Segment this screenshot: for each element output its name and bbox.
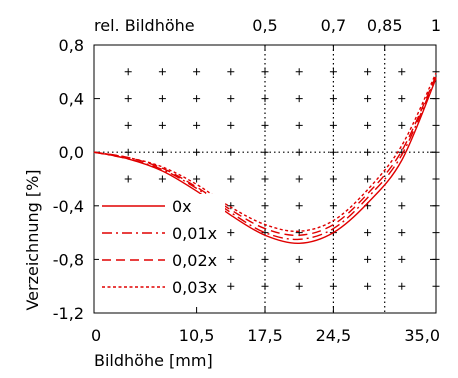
grid-plus-marker [193, 121, 201, 129]
series-line [93, 78, 437, 245]
x-axis-title: Bildhöhe [mm] [94, 351, 213, 370]
grid-plus-marker [329, 68, 337, 76]
grid-plus-marker [158, 68, 166, 76]
series-line [93, 72, 437, 233]
grid-plus-marker [158, 95, 166, 103]
grid-plus-marker [398, 175, 406, 183]
top-tick-label: 0,7 [321, 16, 346, 35]
grid-plus-marker [158, 121, 166, 129]
grid-plus-marker [295, 282, 303, 290]
grid-plus-marker [227, 121, 235, 129]
grid-plus-marker [329, 121, 337, 129]
grid-plus-marker [193, 68, 201, 76]
x-tick-label: 24,5 [316, 326, 352, 345]
grid-plus-marker [227, 68, 235, 76]
y-tick-label: -0,8 [53, 250, 84, 269]
legend: 0x 0,01x 0,02x 0,03x [99, 194, 225, 297]
grid-plus-marker [261, 68, 269, 76]
grid-plus-marker [398, 202, 406, 210]
top-tick-label: 0,5 [252, 16, 277, 35]
grid-plus-marker [295, 175, 303, 183]
legend-label: 0,03x [172, 278, 217, 297]
grid-plus-marker [329, 95, 337, 103]
legend-entry-background [99, 221, 225, 243]
grid-plus-marker [295, 68, 303, 76]
y-tick-label: 0,4 [59, 90, 84, 109]
grid-plus-marker [261, 121, 269, 129]
legend-label: 0,02x [172, 251, 217, 270]
grid-plus-marker [295, 255, 303, 263]
grid-plus-marker [364, 121, 372, 129]
x-tick-label: 17,5 [247, 326, 283, 345]
grid-plus-marker [364, 229, 372, 237]
reference-lines [94, 45, 436, 313]
grid-plus-marker [227, 148, 235, 156]
grid-plus-marker [227, 202, 235, 210]
grid-plus-marker [295, 95, 303, 103]
grid-plus-marker [227, 95, 235, 103]
grid-plus-marker [364, 282, 372, 290]
legend-entry-background [99, 194, 225, 216]
legend-label: 0x [172, 197, 192, 216]
series-line [93, 76, 437, 241]
grid-plus-marker [227, 175, 235, 183]
grid-plus-marker [398, 229, 406, 237]
grid-plus-marker [227, 282, 235, 290]
grid-plus-marker [398, 282, 406, 290]
y-tick-label: 0,0 [59, 143, 84, 162]
grid-plus-marker [398, 68, 406, 76]
grid-plus-marker [124, 68, 132, 76]
legend-entry-background [99, 248, 225, 270]
grid-plus-marker [364, 175, 372, 183]
grid-plus-marker [398, 95, 406, 103]
grid-plus-marker [193, 175, 201, 183]
grid-plus-marker [364, 68, 372, 76]
grid-plus-marker [193, 95, 201, 103]
grid-plus-marker [124, 121, 132, 129]
legend-entry-background [99, 275, 225, 297]
grid-plus-marker [295, 202, 303, 210]
series-lines [93, 72, 437, 245]
grid-plus-marker [295, 121, 303, 129]
y-tick-label: 0,8 [59, 36, 84, 55]
y-tick-label: -1,2 [53, 304, 84, 323]
x-tick-label: 35,0 [404, 326, 440, 345]
tick-labels: 0,80,40,0-0,4-0,8-1,20 10,5 17,5 24,5 35,00,… [53, 16, 441, 345]
legend-label: 0,01x [172, 224, 217, 243]
top-axis-title: rel. Bildhöhe [94, 16, 195, 35]
grid-plus-marker [364, 255, 372, 263]
grid-plus-marker [364, 95, 372, 103]
grid-plus-marker [124, 95, 132, 103]
grid-plus-marker [227, 229, 235, 237]
y-axis-title: Verzeichnung [%] [23, 169, 42, 310]
grid-plus-marker [158, 175, 166, 183]
x-tick-label: 0 [91, 326, 101, 345]
top-tick-label: 1 [431, 16, 441, 35]
grid-plus-marker [227, 255, 235, 263]
grid-plus-marker [398, 121, 406, 129]
grid-plus-marker [398, 255, 406, 263]
x-tick-label: 10,5 [179, 326, 215, 345]
grid-plus-marker [124, 175, 132, 183]
grid-plus-marker [261, 95, 269, 103]
top-tick-label: 0,85 [367, 16, 403, 35]
series-line [93, 75, 437, 237]
y-tick-label: -0,4 [53, 197, 84, 216]
